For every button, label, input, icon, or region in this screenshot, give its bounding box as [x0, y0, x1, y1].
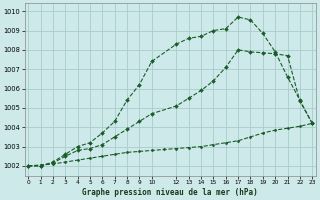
X-axis label: Graphe pression niveau de la mer (hPa): Graphe pression niveau de la mer (hPa) [82, 188, 258, 197]
